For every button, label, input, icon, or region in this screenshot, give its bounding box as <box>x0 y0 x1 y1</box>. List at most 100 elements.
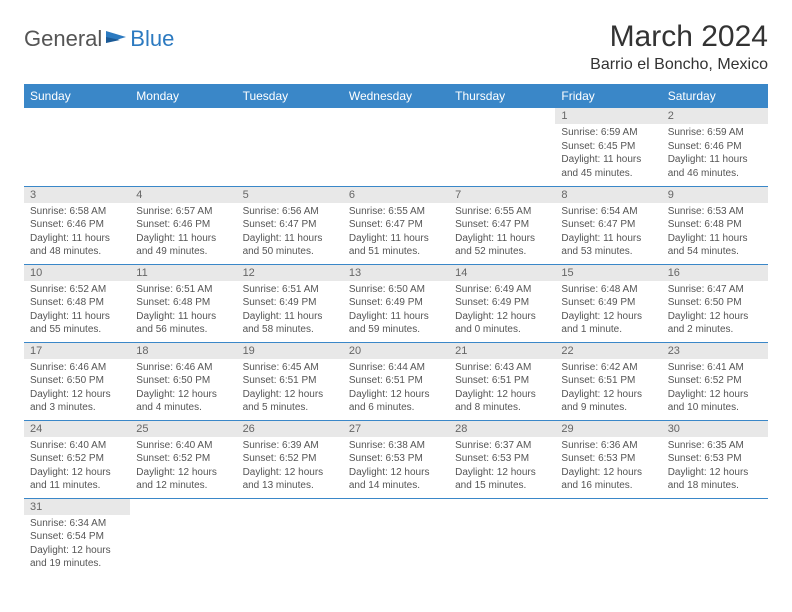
sunset-line: Sunset: 6:46 PM <box>30 218 124 232</box>
daylight-line: Daylight: 11 hours and 45 minutes. <box>561 153 655 180</box>
daylight-line: Daylight: 12 hours and 8 minutes. <box>455 388 549 415</box>
sunrise-line: Sunrise: 6:51 AM <box>243 283 337 297</box>
day-number: 3 <box>24 187 130 203</box>
daylight-line: Daylight: 12 hours and 1 minute. <box>561 310 655 337</box>
day-number: 5 <box>237 187 343 203</box>
day-number: 2 <box>662 108 768 124</box>
day-details: Sunrise: 6:46 AMSunset: 6:50 PMDaylight:… <box>24 359 130 419</box>
location: Barrio el Boncho, Mexico <box>590 56 768 74</box>
day-number: 9 <box>662 187 768 203</box>
calendar-cell <box>343 108 449 186</box>
day-details: Sunrise: 6:46 AMSunset: 6:50 PMDaylight:… <box>130 359 236 419</box>
sunrise-line: Sunrise: 6:47 AM <box>668 283 762 297</box>
logo-text-blue: Blue <box>130 26 174 52</box>
day-details: Sunrise: 6:57 AMSunset: 6:46 PMDaylight:… <box>130 203 236 263</box>
sunrise-line: Sunrise: 6:55 AM <box>349 205 443 219</box>
sunrise-line: Sunrise: 6:55 AM <box>455 205 549 219</box>
day-number: 13 <box>343 265 449 281</box>
calendar-cell <box>449 108 555 186</box>
calendar-cell: 28Sunrise: 6:37 AMSunset: 6:53 PMDayligh… <box>449 420 555 498</box>
sunset-line: Sunset: 6:45 PM <box>561 140 655 154</box>
sunrise-line: Sunrise: 6:59 AM <box>668 126 762 140</box>
weekday-header: Thursday <box>449 84 555 108</box>
sunrise-line: Sunrise: 6:35 AM <box>668 439 762 453</box>
daylight-line: Daylight: 11 hours and 46 minutes. <box>668 153 762 180</box>
sunset-line: Sunset: 6:46 PM <box>136 218 230 232</box>
sunset-line: Sunset: 6:53 PM <box>349 452 443 466</box>
daylight-line: Daylight: 11 hours and 58 minutes. <box>243 310 337 337</box>
day-number: 27 <box>343 421 449 437</box>
sunset-line: Sunset: 6:54 PM <box>30 530 124 544</box>
weekday-header: Friday <box>555 84 661 108</box>
calendar-week-row: 17Sunrise: 6:46 AMSunset: 6:50 PMDayligh… <box>24 342 768 420</box>
sunset-line: Sunset: 6:47 PM <box>349 218 443 232</box>
calendar-cell: 4Sunrise: 6:57 AMSunset: 6:46 PMDaylight… <box>130 186 236 264</box>
day-details: Sunrise: 6:53 AMSunset: 6:48 PMDaylight:… <box>662 203 768 263</box>
calendar-cell: 23Sunrise: 6:41 AMSunset: 6:52 PMDayligh… <box>662 342 768 420</box>
sunrise-line: Sunrise: 6:38 AM <box>349 439 443 453</box>
flag-icon <box>106 29 128 50</box>
calendar-cell: 5Sunrise: 6:56 AMSunset: 6:47 PMDaylight… <box>237 186 343 264</box>
sunset-line: Sunset: 6:51 PM <box>243 374 337 388</box>
header: General Blue March 2024 Barrio el Boncho… <box>24 20 768 74</box>
calendar-cell: 21Sunrise: 6:43 AMSunset: 6:51 PMDayligh… <box>449 342 555 420</box>
calendar-cell: 31Sunrise: 6:34 AMSunset: 6:54 PMDayligh… <box>24 498 130 576</box>
sunset-line: Sunset: 6:50 PM <box>668 296 762 310</box>
calendar-cell: 10Sunrise: 6:52 AMSunset: 6:48 PMDayligh… <box>24 264 130 342</box>
sunrise-line: Sunrise: 6:46 AM <box>30 361 124 375</box>
day-number: 23 <box>662 343 768 359</box>
daylight-line: Daylight: 12 hours and 18 minutes. <box>668 466 762 493</box>
day-number: 14 <box>449 265 555 281</box>
calendar-cell <box>237 498 343 576</box>
sunset-line: Sunset: 6:52 PM <box>243 452 337 466</box>
weekday-header: Sunday <box>24 84 130 108</box>
daylight-line: Daylight: 12 hours and 16 minutes. <box>561 466 655 493</box>
daylight-line: Daylight: 12 hours and 19 minutes. <box>30 544 124 571</box>
daylight-line: Daylight: 11 hours and 54 minutes. <box>668 232 762 259</box>
sunrise-line: Sunrise: 6:36 AM <box>561 439 655 453</box>
daylight-line: Daylight: 12 hours and 0 minutes. <box>455 310 549 337</box>
sunset-line: Sunset: 6:48 PM <box>668 218 762 232</box>
sunrise-line: Sunrise: 6:50 AM <box>349 283 443 297</box>
daylight-line: Daylight: 11 hours and 49 minutes. <box>136 232 230 259</box>
sunset-line: Sunset: 6:48 PM <box>30 296 124 310</box>
calendar-cell <box>449 498 555 576</box>
calendar-cell <box>662 498 768 576</box>
day-details: Sunrise: 6:37 AMSunset: 6:53 PMDaylight:… <box>449 437 555 497</box>
sunset-line: Sunset: 6:49 PM <box>561 296 655 310</box>
daylight-line: Daylight: 12 hours and 9 minutes. <box>561 388 655 415</box>
day-details: Sunrise: 6:55 AMSunset: 6:47 PMDaylight:… <box>343 203 449 263</box>
day-number: 11 <box>130 265 236 281</box>
day-details: Sunrise: 6:56 AMSunset: 6:47 PMDaylight:… <box>237 203 343 263</box>
day-number: 25 <box>130 421 236 437</box>
sunset-line: Sunset: 6:51 PM <box>561 374 655 388</box>
day-number: 31 <box>24 499 130 515</box>
daylight-line: Daylight: 11 hours and 59 minutes. <box>349 310 443 337</box>
day-details: Sunrise: 6:36 AMSunset: 6:53 PMDaylight:… <box>555 437 661 497</box>
calendar-cell: 26Sunrise: 6:39 AMSunset: 6:52 PMDayligh… <box>237 420 343 498</box>
sunrise-line: Sunrise: 6:37 AM <box>455 439 549 453</box>
day-number: 20 <box>343 343 449 359</box>
calendar-cell: 2Sunrise: 6:59 AMSunset: 6:46 PMDaylight… <box>662 108 768 186</box>
day-number: 8 <box>555 187 661 203</box>
daylight-line: Daylight: 11 hours and 51 minutes. <box>349 232 443 259</box>
calendar-week-row: 3Sunrise: 6:58 AMSunset: 6:46 PMDaylight… <box>24 186 768 264</box>
daylight-line: Daylight: 12 hours and 10 minutes. <box>668 388 762 415</box>
day-details: Sunrise: 6:55 AMSunset: 6:47 PMDaylight:… <box>449 203 555 263</box>
day-number: 26 <box>237 421 343 437</box>
day-number: 24 <box>24 421 130 437</box>
daylight-line: Daylight: 12 hours and 14 minutes. <box>349 466 443 493</box>
sunset-line: Sunset: 6:50 PM <box>30 374 124 388</box>
calendar-week-row: 10Sunrise: 6:52 AMSunset: 6:48 PMDayligh… <box>24 264 768 342</box>
day-details: Sunrise: 6:44 AMSunset: 6:51 PMDaylight:… <box>343 359 449 419</box>
calendar-cell: 3Sunrise: 6:58 AMSunset: 6:46 PMDaylight… <box>24 186 130 264</box>
calendar-week-row: 31Sunrise: 6:34 AMSunset: 6:54 PMDayligh… <box>24 498 768 576</box>
calendar-cell: 8Sunrise: 6:54 AMSunset: 6:47 PMDaylight… <box>555 186 661 264</box>
day-details: Sunrise: 6:47 AMSunset: 6:50 PMDaylight:… <box>662 281 768 341</box>
day-number: 10 <box>24 265 130 281</box>
sunset-line: Sunset: 6:53 PM <box>455 452 549 466</box>
day-details: Sunrise: 6:52 AMSunset: 6:48 PMDaylight:… <box>24 281 130 341</box>
sunset-line: Sunset: 6:52 PM <box>30 452 124 466</box>
daylight-line: Daylight: 11 hours and 50 minutes. <box>243 232 337 259</box>
sunrise-line: Sunrise: 6:53 AM <box>668 205 762 219</box>
